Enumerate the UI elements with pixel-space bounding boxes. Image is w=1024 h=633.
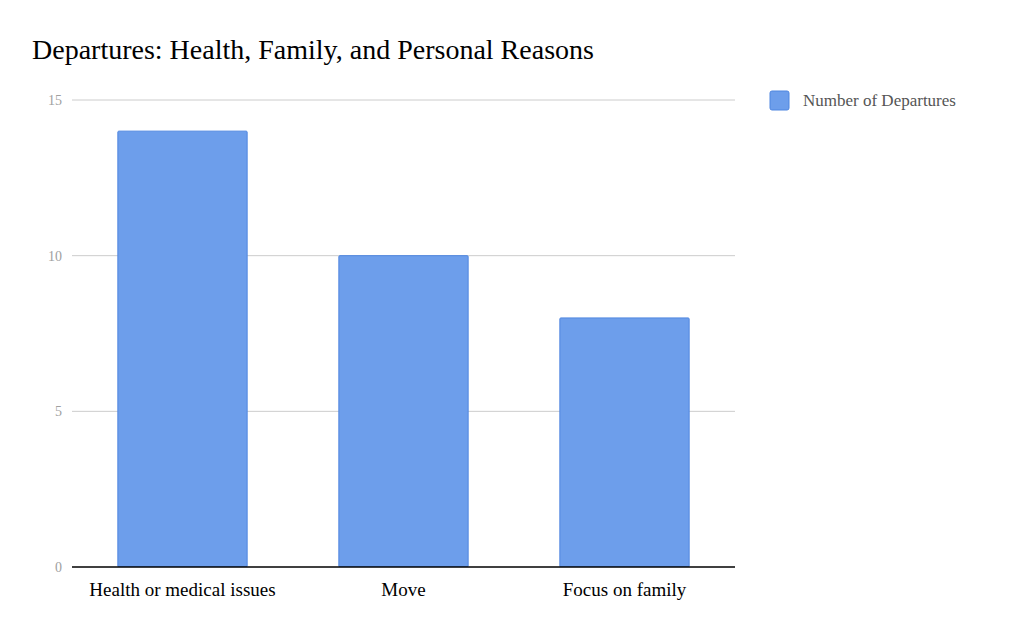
- y-tick-label: 5: [55, 404, 62, 419]
- legend-label: Number of Departures: [803, 91, 956, 110]
- bar: [118, 131, 247, 567]
- x-axis-line: [72, 566, 735, 568]
- x-tick-label: Health or medical issues: [89, 579, 275, 600]
- chart-container: Departures: Health, Family, and Personal…: [0, 0, 1024, 633]
- page: {"chart_data": {"type": "bar", "title": …: [0, 0, 1024, 633]
- bar: [339, 256, 468, 567]
- bar: [560, 318, 689, 567]
- x-tick-label: Move: [381, 579, 425, 600]
- chart-title: Departures: Health, Family, and Personal…: [32, 34, 594, 65]
- bars: [118, 131, 689, 567]
- grid-line: [72, 100, 735, 101]
- x-tick-label: Focus on family: [563, 579, 687, 600]
- legend-swatch: [770, 91, 789, 110]
- y-tick-label: 10: [48, 249, 62, 264]
- y-tick-label: 15: [48, 93, 62, 108]
- y-tick-label: 0: [55, 560, 62, 575]
- chart-svg: Departures: Health, Family, and Personal…: [0, 0, 1024, 633]
